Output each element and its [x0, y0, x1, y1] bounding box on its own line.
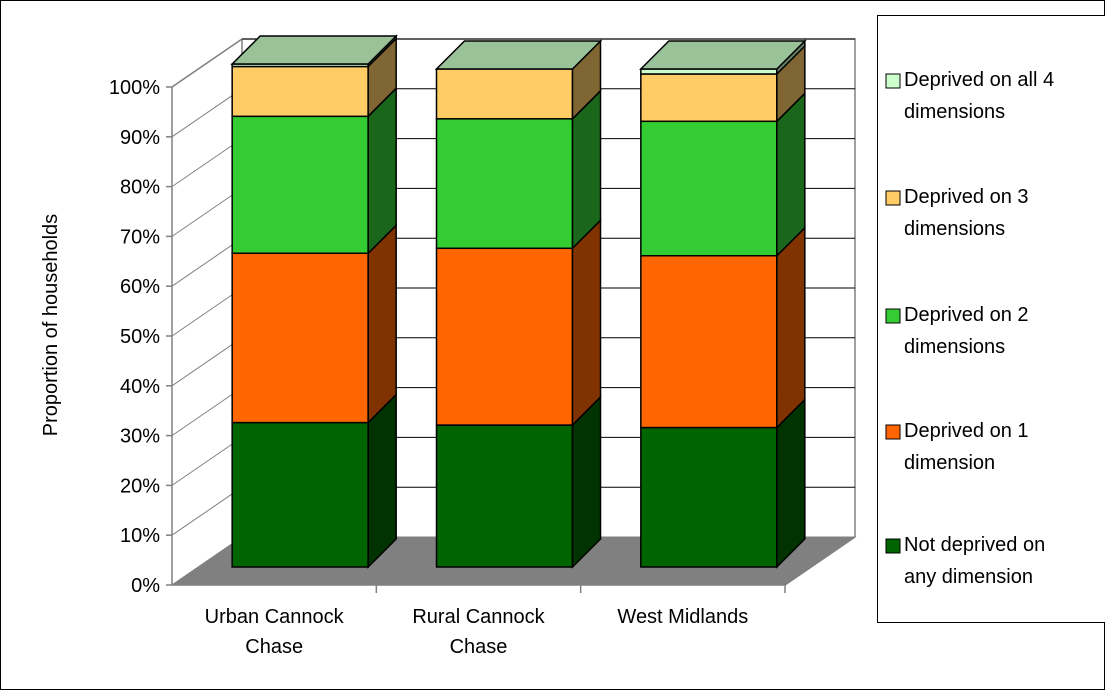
- y-tick-label: 90%: [120, 127, 160, 149]
- y-tick-label: 20%: [120, 475, 160, 497]
- bar-top-face: [437, 41, 601, 69]
- bar-segment-side: [368, 225, 396, 422]
- bar-segment-side: [573, 397, 601, 567]
- legend-label: Deprived on all 4: [904, 69, 1054, 91]
- legend-label: Deprived on 2: [904, 304, 1029, 326]
- bar-segment-front: [232, 253, 368, 422]
- bar-segment-front: [437, 69, 573, 119]
- y-tick-label: 30%: [120, 426, 160, 448]
- legend-label: any dimension: [904, 566, 1033, 588]
- legend-label: dimensions: [904, 336, 1005, 358]
- bar-segment-front: [437, 425, 573, 567]
- bar-segment-front: [641, 121, 777, 255]
- y-tick-label: 50%: [120, 326, 160, 348]
- bar-segment-front: [232, 67, 368, 117]
- bar-segment-side: [777, 400, 805, 567]
- legend-swatch: [886, 74, 900, 88]
- plot-area: [166, 36, 855, 593]
- x-tick-label: Rural Cannock: [412, 606, 545, 628]
- bar-segment-front: [641, 74, 777, 121]
- y-tick-label: 0%: [131, 575, 160, 597]
- y-tick-label: 40%: [120, 376, 160, 398]
- legend-swatch: [886, 309, 900, 323]
- legend-swatch: [886, 425, 900, 439]
- bar-segment-side: [777, 228, 805, 428]
- legend-swatch: [886, 539, 900, 553]
- y-tick-label: 70%: [120, 226, 160, 248]
- legend-swatch: [886, 191, 900, 205]
- bar-top-face: [232, 36, 396, 64]
- legend: Deprived on all 4 dimensions Deprived on 3…: [878, 16, 1105, 623]
- bar-segment-side: [573, 220, 601, 425]
- bar-segment-side: [368, 395, 396, 567]
- bar-segment-front: [437, 119, 573, 248]
- bar-segment-front: [641, 428, 777, 567]
- bar-segment-front: [232, 423, 368, 567]
- bar-segment-front: [232, 116, 368, 253]
- x-tick-label: Chase: [245, 636, 303, 658]
- y-tick-label: 100%: [109, 77, 160, 99]
- legend-label: dimension: [904, 452, 995, 474]
- legend-label: Not deprived on: [904, 534, 1045, 556]
- x-tick-label: Urban Cannock: [205, 606, 345, 628]
- y-tick-label: 10%: [120, 525, 160, 547]
- x-tick-label: West Midlands: [617, 606, 748, 628]
- legend-label: dimensions: [904, 218, 1005, 240]
- legend-label: Deprived on 3: [904, 186, 1029, 208]
- y-axis-title: Proportion of households: [40, 214, 62, 436]
- y-tick-label: 80%: [120, 177, 160, 199]
- bar-segment-front: [437, 248, 573, 425]
- bar-segment-front: [641, 256, 777, 428]
- legend-label: Deprived on 1: [904, 420, 1029, 442]
- y-tick-label: 60%: [120, 276, 160, 298]
- legend-label: dimensions: [904, 101, 1005, 123]
- bar-top-face: [641, 41, 805, 69]
- x-tick-label: Chase: [450, 636, 508, 658]
